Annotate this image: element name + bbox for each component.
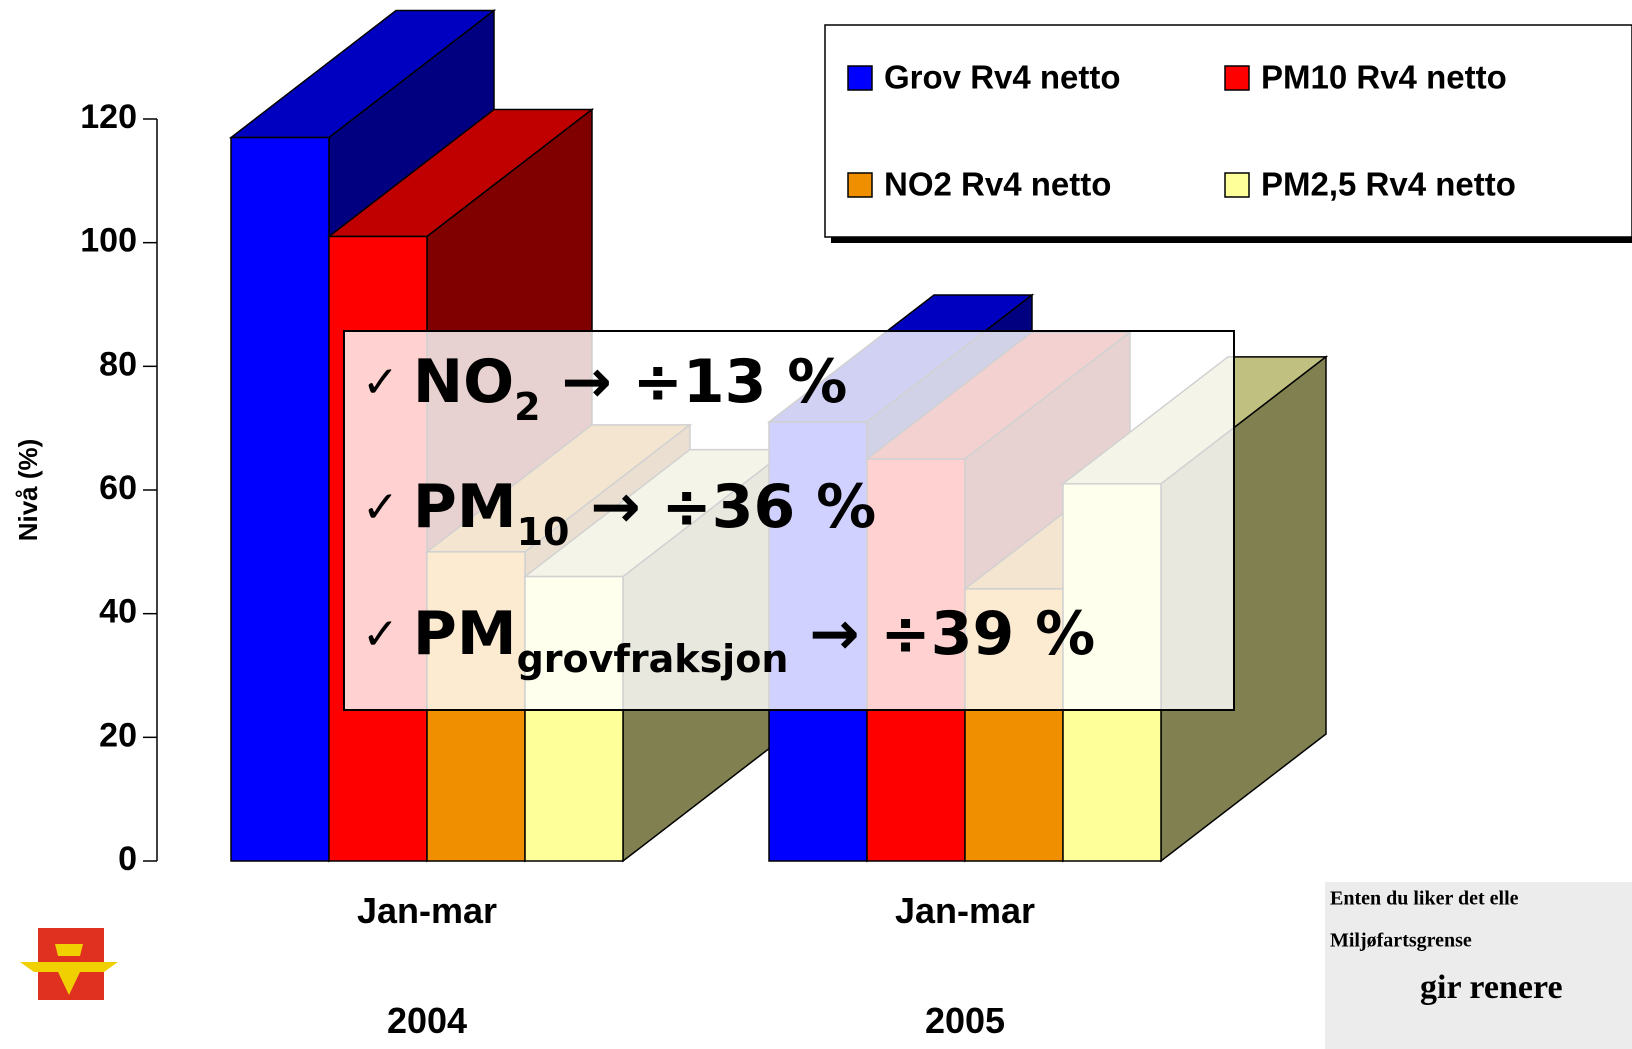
annotation-sub: 10 <box>517 510 570 554</box>
annotation-text: NO <box>413 347 514 417</box>
x-tick-label: Jan-mar 2005 <box>894 890 1036 1041</box>
logo-wings <box>20 962 118 995</box>
annotation-rest: → ÷36 % <box>569 472 876 542</box>
annotation-sub: 2 <box>514 385 540 429</box>
x-tick-label-box: Jan-mar 2004 <box>356 890 498 1041</box>
y-tick-label: 120 <box>80 98 137 136</box>
bar <box>230 136 330 862</box>
annotation-rest: → ÷13 % <box>541 347 848 417</box>
legend-label: NO2 Rv4 netto <box>884 166 1111 203</box>
legend-label: Grov Rv4 netto <box>884 59 1121 96</box>
y-axis-label: Nivå (%) <box>13 439 43 542</box>
annotation-sub: grovfraksjon <box>517 637 789 681</box>
annotation-marker: ✓ <box>362 609 399 660</box>
annotation-text: PM <box>413 472 517 542</box>
y-tick-label: 60 <box>99 469 137 507</box>
annotation-background <box>343 330 1235 711</box>
inset-line: gir renere <box>1420 969 1563 1006</box>
y-tick-label: 20 <box>99 716 137 754</box>
inset-line: Enten du liker det elle <box>1330 888 1519 910</box>
legend-swatch <box>1224 172 1250 198</box>
inset: Enten du liker det elle Miljøfartsgrense… <box>1325 882 1632 1049</box>
annotation-box: ✓ NO2 → ÷13 %✓ PM10 → ÷36 %✓ PMgrovfraksjon… <box>343 330 1235 711</box>
annotation: ✓ NO2 → ÷13 % <box>362 347 847 429</box>
annotation-text: PM <box>413 599 517 669</box>
annotation: ✓ PM10 → ÷36 % <box>362 472 876 554</box>
annotation: ✓ PMgrovfraksjon → ÷39 % <box>362 599 1095 681</box>
logo <box>20 928 118 1000</box>
inset-background <box>1325 882 1632 1049</box>
legend-swatch <box>1224 65 1250 91</box>
legend: Grov Rv4 netto PM10 Rv4 netto NO2 Rv4 nett… <box>824 24 1632 243</box>
x-tick-label-box: Jan-mar 2005 <box>894 890 1036 1041</box>
legend-label: PM2,5 Rv4 netto <box>1261 166 1516 203</box>
y-ticks: 0 20 40 60 80 100 120 <box>80 98 157 878</box>
annotation-marker: ✓ <box>362 482 399 533</box>
y-tick-label: 40 <box>99 593 137 631</box>
annotation-rest: → ÷39 % <box>788 599 1095 669</box>
y-tick-label: 0 <box>118 840 137 878</box>
legend-swatch <box>847 65 873 91</box>
logo-crown <box>55 944 83 956</box>
legend-label: PM10 Rv4 netto <box>1261 59 1507 96</box>
annotation-marker: ✓ <box>362 357 399 408</box>
legend-box <box>824 24 1632 238</box>
y-tick-label: 100 <box>80 222 137 260</box>
legend-swatch <box>847 172 873 198</box>
x-tick-label: Jan-mar 2004 <box>356 890 498 1041</box>
y-tick-label: 80 <box>99 345 137 383</box>
inset-line: Miljøfartsgrense <box>1330 930 1472 952</box>
